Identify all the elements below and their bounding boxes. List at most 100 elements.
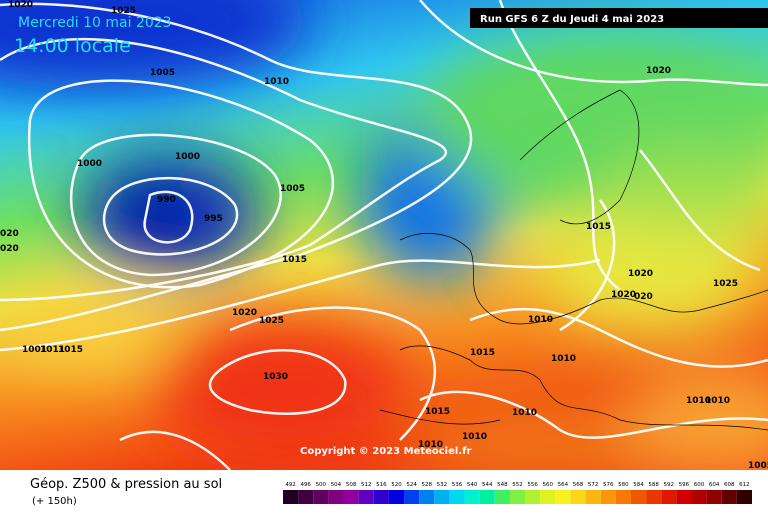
scale-swatch <box>540 490 556 504</box>
isobar-label: 1010 <box>418 440 443 450</box>
isobar-label: 1020 <box>8 0 33 10</box>
isobar-label: 1010 <box>512 408 537 418</box>
scale-swatch <box>328 490 344 504</box>
legend-lead: (+ 150h) <box>32 496 77 507</box>
isobar-label: 1010 <box>686 396 711 406</box>
isobar-label: 1020 <box>232 308 257 318</box>
isobar-label: 995 <box>204 214 223 224</box>
isobar-labels: 1020102510051010100010009909951005102010… <box>0 0 768 471</box>
isobar-label: 1010 <box>551 354 576 364</box>
isobar-label: 1010 <box>528 315 553 325</box>
scale-label: 564 <box>558 482 569 488</box>
isobar-label: 1005 <box>748 461 768 471</box>
scale-label: 552 <box>512 482 523 488</box>
scale-swatch <box>525 490 541 504</box>
scale-swatch <box>494 490 510 504</box>
scale-swatch <box>464 490 480 504</box>
scale-swatch <box>646 490 662 504</box>
scale-label: 568 <box>573 482 584 488</box>
scale-swatch <box>570 490 586 504</box>
isobar-label: 1015 <box>586 222 611 232</box>
isobar-label: 1001 <box>22 345 47 355</box>
scale-label: 612 <box>739 482 750 488</box>
isobar-label: 1000 <box>175 152 200 162</box>
scale-label: 540 <box>467 482 478 488</box>
scale-swatch <box>373 490 389 504</box>
scale-swatch <box>555 490 571 504</box>
scale-label: 516 <box>376 482 387 488</box>
isobar-label: 1015 <box>470 348 495 358</box>
scale-label: 548 <box>497 482 508 488</box>
isobar-label: 1025 <box>713 279 738 289</box>
isobar-label: 1025 <box>111 6 136 16</box>
scale-swatch <box>313 490 329 504</box>
scale-label: 584 <box>633 482 644 488</box>
isobar-label: 1015 <box>58 345 83 355</box>
scale-swatch <box>283 490 299 504</box>
scale-label: 580 <box>618 482 629 488</box>
scale-swatch <box>298 490 314 504</box>
color-scale: 492 496 500 504 508 512 516 520 524 528 532 536 540 5… <box>283 482 752 504</box>
isobar-label: 020 <box>0 229 19 239</box>
scale-swatch <box>721 490 737 504</box>
local-time: 14:00 locale <box>14 35 131 57</box>
scale-label: 512 <box>361 482 372 488</box>
scale-swatch <box>434 490 450 504</box>
isobar-label: 1025 <box>259 316 284 326</box>
isobar-label: 1011 <box>40 345 65 355</box>
isobar-label: 1020 <box>611 290 636 300</box>
scale-label: 544 <box>482 482 493 488</box>
isobar-label: 1015 <box>282 255 307 265</box>
isobar-label: 1030 <box>263 372 288 382</box>
run-box <box>470 8 768 28</box>
scale-label: 572 <box>588 482 599 488</box>
run-info: Run GFS 6 Z du Jeudi 4 mai 2023 <box>480 14 664 25</box>
isobar-label: 1020 <box>646 66 671 76</box>
scale-swatch <box>585 490 601 504</box>
scale-label: 576 <box>603 482 614 488</box>
scale-swatch <box>600 490 616 504</box>
scale-label: 588 <box>648 482 659 488</box>
scale-swatch <box>449 490 465 504</box>
isobar-label: 1010 <box>264 77 289 87</box>
scale-swatch <box>661 490 677 504</box>
scale-swatch <box>343 490 359 504</box>
isobar-label: 990 <box>157 195 176 205</box>
copyright: Copyright © 2023 Meteociel.fr <box>300 446 471 457</box>
scale-label: 560 <box>543 482 554 488</box>
scale-label: 520 <box>391 482 402 488</box>
scale-swatch <box>419 490 435 504</box>
scale-label: 536 <box>452 482 463 488</box>
scale-label: 600 <box>694 482 705 488</box>
scale-label: 596 <box>679 482 690 488</box>
scale-label: 528 <box>421 482 432 488</box>
scale-label: 500 <box>316 482 327 488</box>
scale-label: 556 <box>527 482 538 488</box>
valid-date: Mercredi 10 mai 2023 <box>18 15 172 31</box>
scale-label: 508 <box>346 482 357 488</box>
isobar-label: 020 <box>0 244 19 254</box>
scale-swatch <box>509 490 526 504</box>
scale-swatch <box>388 490 405 504</box>
legend-title: Géop. Z500 & pression au sol <box>30 477 222 492</box>
isobar-label: 1005 <box>280 184 305 194</box>
scale-label: 608 <box>724 482 735 488</box>
scale-label: 532 <box>437 482 448 488</box>
scale-swatch <box>630 490 647 504</box>
scale-swatch <box>479 490 495 504</box>
isobar-label: 1010 <box>462 432 487 442</box>
scale-swatch <box>676 490 692 504</box>
scale-swatch <box>404 490 420 504</box>
scale-label: 592 <box>664 482 675 488</box>
scale-label: 504 <box>331 482 342 488</box>
isobar-label: 1000 <box>77 159 102 169</box>
isobar-label: 020 <box>634 292 653 302</box>
scale-label: 492 <box>285 482 296 488</box>
scale-label: 604 <box>709 482 720 488</box>
scale-label: 496 <box>300 482 311 488</box>
field <box>0 0 768 470</box>
scale-swatch <box>736 490 752 504</box>
scale-swatch <box>358 490 374 504</box>
scale-swatch <box>615 490 631 504</box>
